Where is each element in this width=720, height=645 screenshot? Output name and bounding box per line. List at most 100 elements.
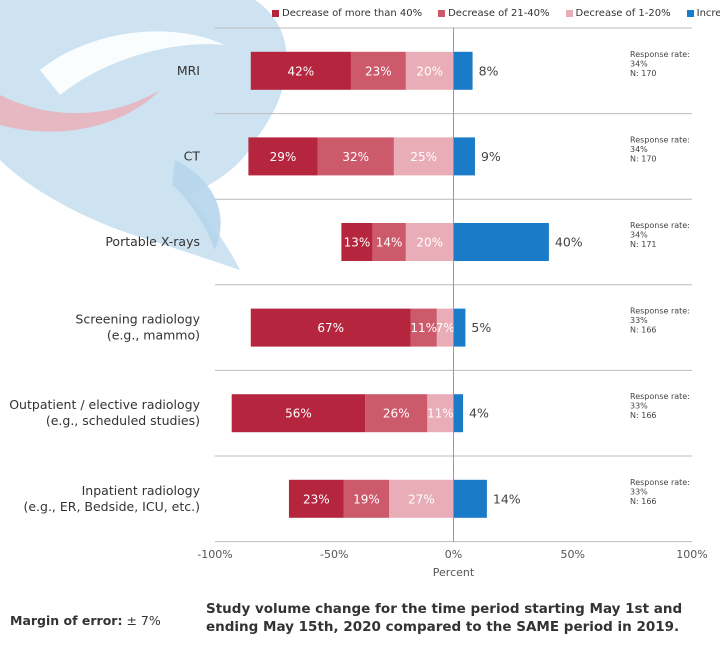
bar-segment [453, 51, 473, 90]
legend-item: Decrease of 21-40% [438, 8, 550, 19]
category-label: CT [184, 148, 201, 163]
bar-segment [393, 137, 454, 176]
legend-swatch [565, 10, 573, 17]
bar-segment-label: 26% [383, 407, 410, 421]
legend-item: Decrease of 1-20% [565, 8, 671, 19]
bar-segment-label: 32% [342, 150, 369, 164]
response-info-text: 33% [630, 402, 648, 411]
response-info-text: N: 171 [630, 240, 657, 249]
x-tick-label: 50% [561, 548, 585, 561]
bar-segment-label: 7% [436, 321, 455, 335]
category-label-line: (e.g., ER, Bedside, ICU, etc.) [23, 499, 200, 514]
bar-segment-label: 23% [365, 64, 392, 78]
legend-item: Decrease of more than 40% [272, 8, 422, 19]
bar-segment-label: 23% [303, 492, 330, 506]
bar-segment [248, 137, 318, 176]
bar-segment [343, 479, 390, 518]
bar-segment [231, 394, 366, 433]
legend-item: Increase [686, 8, 720, 19]
category-label-line: (e.g., scheduled studies) [46, 413, 200, 428]
category-label-line: Screening radiology [75, 312, 200, 327]
bar-segment [453, 479, 487, 518]
legend-label: Decrease of more than 40% [282, 8, 423, 19]
bar-segment-label: 19% [353, 492, 380, 506]
caption-line-1: Study volume change for the time period … [206, 601, 683, 617]
category-label-line: Inpatient radiology [82, 483, 201, 498]
category-label: Outpatient / elective radiology (e.g., sc… [9, 397, 200, 428]
margin-of-error: Margin of error: ± 7% [10, 613, 161, 628]
x-tick-label: 0% [445, 548, 462, 561]
legend-label: Increase [696, 8, 720, 19]
bar-segment-label: 11% [427, 407, 454, 421]
bar-segment [317, 137, 394, 176]
bar-segment-label: 14% [376, 236, 403, 250]
response-info-text: 34% [630, 231, 648, 240]
bar-segment-label: 42% [288, 64, 315, 78]
bar-segment [453, 137, 475, 176]
increase-value-label: 5% [471, 320, 491, 335]
increase-value-label: 8% [479, 63, 499, 78]
bar-segment [410, 308, 437, 347]
legend-label: Decrease of 21-40% [448, 8, 550, 19]
response-info-text: 34% [630, 59, 648, 68]
bar-segment-label: 11% [410, 321, 437, 335]
bar-segment [365, 394, 428, 433]
response-info-text: Response rate: [630, 221, 690, 230]
response-info-text: N: 166 [630, 326, 657, 335]
bar-segment-label: 27% [408, 492, 435, 506]
category-label: MRI [177, 63, 200, 78]
legend-swatch [272, 10, 279, 17]
bar-segment-label: 29% [270, 150, 297, 164]
category-label: Screening radiology (e.g., mammo) [75, 312, 200, 343]
category-label: Inpatient radiology (e.g., ER, Bedside, I… [23, 483, 200, 514]
x-tick-label: -100% [197, 548, 232, 561]
bar-segment [405, 223, 454, 261]
bar-segment [453, 394, 464, 433]
increase-value-label: 14% [493, 491, 521, 506]
response-info-text: 33% [630, 487, 648, 496]
response-info-text: N: 166 [630, 411, 657, 420]
bar-segment [372, 223, 406, 261]
response-info-text: Response rate: [630, 307, 690, 316]
plot-area: -100% -50% 0% 50% 100% Percent MRI 20% 23% 42% 8% R… [9, 27, 708, 579]
x-tick-label: -50% [320, 548, 348, 561]
bar-segment [427, 394, 454, 433]
response-info-text: N: 170 [630, 154, 657, 163]
x-tick-label: 100% [676, 548, 707, 561]
x-axis-title: Percent [433, 566, 475, 579]
response-info-text: Response rate: [630, 50, 690, 59]
category-label-line: MRI [177, 63, 200, 78]
response-info-text: Response rate: [630, 478, 690, 487]
legend-label: Decrease of 1-20% [575, 8, 671, 19]
margin-of-error-label: Margin of error: [10, 613, 123, 628]
legend-swatch [438, 10, 446, 17]
category-label-line: (e.g., mammo) [107, 328, 200, 343]
caption-line-2: ending May 15th, 2020 compared to the SA… [206, 619, 680, 635]
bar-segment [288, 479, 344, 518]
legend: Decrease of more than 40% Decrease of 21-… [272, 8, 720, 19]
bar-segment-label: 67% [317, 321, 344, 335]
bar-segment-label: 25% [410, 150, 437, 164]
margin-of-error-value: ± 7% [126, 613, 161, 628]
response-info-text: Response rate: [630, 135, 690, 144]
category-label-line: Portable X-rays [105, 234, 200, 249]
category-label: Portable X-rays [105, 234, 200, 249]
category-label-line: CT [184, 148, 201, 163]
bar-segment [436, 308, 454, 347]
bar-segment [453, 223, 549, 261]
response-info-text: N: 170 [630, 69, 657, 78]
bar-segment [250, 51, 351, 90]
background-logo-graphic [0, 0, 287, 270]
bar-segment [341, 223, 373, 261]
increase-value-label: 9% [481, 149, 501, 164]
bar-segment [250, 308, 411, 347]
chart-caption: Study volume change for the time period … [206, 600, 716, 636]
legend-swatch [686, 10, 694, 17]
bar-segment-label: 20% [416, 64, 443, 78]
increase-value-label: 4% [469, 406, 489, 421]
bar-segment [453, 308, 466, 347]
response-info-text: 34% [630, 145, 648, 154]
bar-segment [405, 51, 454, 90]
bar-segment [350, 51, 406, 90]
